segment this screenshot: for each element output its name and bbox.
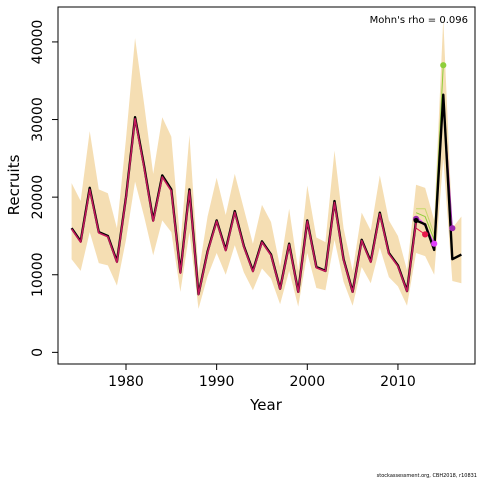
peel-endpoint xyxy=(431,240,438,247)
peel-points xyxy=(412,62,456,247)
overlay-line xyxy=(70,117,417,296)
y-tick-label: 40000 xyxy=(30,20,46,65)
peel-endpoint xyxy=(422,231,429,238)
footer-credit: stockassessment.org, CBH2018, r10831 xyxy=(376,473,477,479)
x-tick-label: 1980 xyxy=(108,374,144,390)
peel-line xyxy=(416,208,435,235)
x-tick-label: 1990 xyxy=(199,374,235,390)
y-tick-label: 30000 xyxy=(30,97,46,142)
confidence-band xyxy=(71,18,462,309)
ci-band xyxy=(71,18,462,309)
plot-frame xyxy=(57,6,476,365)
y-tick-label: 0 xyxy=(30,348,46,357)
mohns-rho-annotation: Mohn's rho = 0.096 xyxy=(370,15,468,26)
y-axis: 0 10000 20000 30000 40000 xyxy=(30,20,58,357)
x-tick-label: 2010 xyxy=(380,374,416,390)
series-lines xyxy=(70,65,462,296)
y-tick-label: 20000 xyxy=(30,175,46,220)
x-tick-label: 2000 xyxy=(289,374,325,390)
x-axis: 1980 1990 2000 2010 xyxy=(108,363,416,390)
peel-endpoint xyxy=(440,62,447,69)
estimate-point xyxy=(413,217,419,224)
y-axis-title: Recruits xyxy=(5,154,23,215)
x-axis-title: Year xyxy=(249,396,283,414)
peel-endpoint xyxy=(449,225,456,232)
y-tick-label: 10000 xyxy=(30,252,46,297)
